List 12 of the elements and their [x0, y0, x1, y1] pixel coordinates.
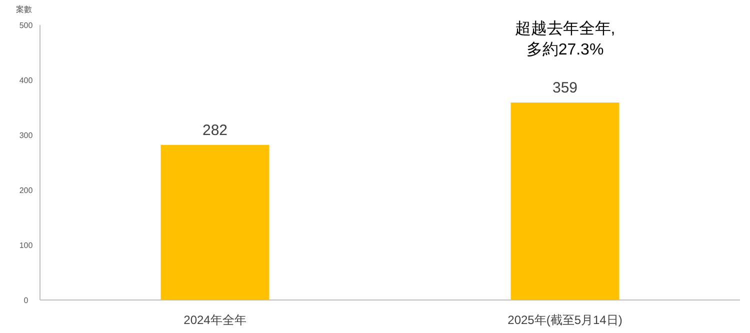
y-tick-label: 500: [19, 21, 34, 30]
data-label: 359: [552, 80, 578, 97]
y-tick-label: 400: [19, 76, 34, 85]
y-tick-label: 100: [19, 241, 34, 250]
y-tick-label: 300: [19, 131, 34, 140]
x-tick-label: 2024年全年: [184, 313, 246, 327]
annotation: 超越去年全年,多約27.3%: [514, 20, 616, 59]
y-tick-label: 0: [24, 296, 29, 305]
x-tick-label: 2025年(截至5月14日): [508, 313, 622, 327]
data-label: 282: [202, 122, 228, 139]
y-tick-label: 200: [19, 186, 34, 195]
y-axis-title: 案數: [16, 5, 32, 14]
